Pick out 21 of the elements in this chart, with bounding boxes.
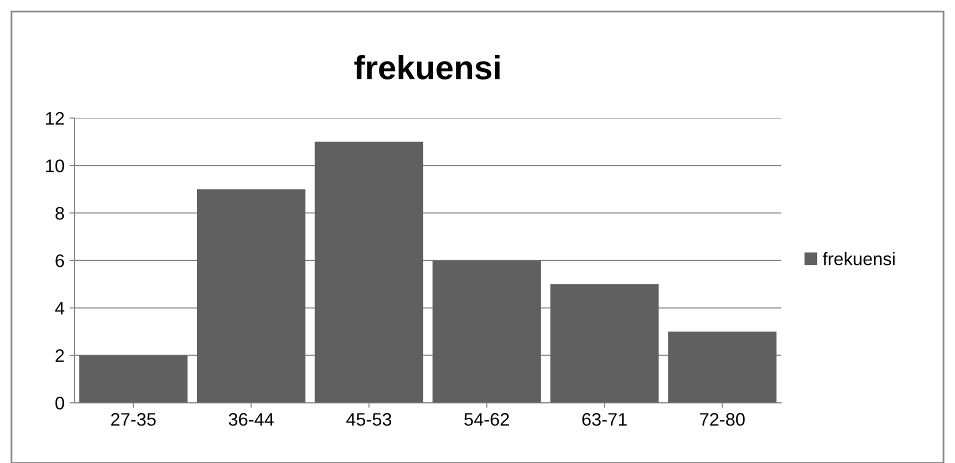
- bar: [668, 332, 776, 403]
- x-tick-label: 54-62: [464, 413, 509, 426]
- bar: [432, 260, 541, 403]
- y-tick-label: 6: [56, 254, 64, 268]
- y-tick-label: 12: [46, 112, 64, 125]
- bar: [550, 284, 659, 403]
- y-tick-label: 8: [56, 206, 64, 220]
- bar: [314, 142, 424, 403]
- x-tick-label: 72-80: [700, 413, 745, 426]
- bar: [79, 355, 188, 403]
- x-tick-label: 63-71: [582, 413, 627, 426]
- x-tick-label: 36-44: [228, 413, 274, 426]
- y-tick-label: 0: [55, 396, 64, 410]
- x-tick-label: 45-53: [346, 413, 392, 426]
- y-tick-label: 4: [55, 302, 64, 314]
- y-tick-label: 2: [56, 349, 64, 362]
- chart-title: frekuensi: [354, 55, 500, 80]
- y-tick-label: 10: [46, 159, 64, 172]
- bar: [196, 189, 306, 403]
- x-tick-label: 27-35: [111, 413, 156, 426]
- legend-label: frekuensi: [822, 252, 895, 266]
